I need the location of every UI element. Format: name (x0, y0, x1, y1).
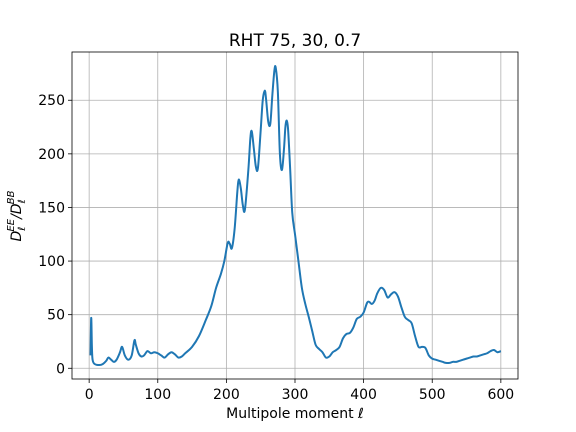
y-tick-label: 50 (47, 308, 65, 324)
y-axis-label-sub2: ℓ (17, 199, 28, 203)
y-axis-ticks: 0 50 100 150 200 250 (38, 93, 72, 377)
y-axis-label: DℓEE/DℓBB (6, 190, 28, 241)
y-tick-label: 200 (38, 147, 65, 163)
y-tick-label: 0 (56, 361, 65, 377)
x-tick-label: 200 (213, 387, 240, 403)
x-tick-label: 600 (487, 387, 514, 403)
y-axis-label-sub1: ℓ (17, 227, 28, 231)
x-tick-label: 100 (144, 387, 171, 403)
x-axis-ticks: 0 100 200 300 400 500 600 (85, 379, 515, 403)
y-tick-label: 250 (38, 93, 65, 109)
x-tick-label: 0 (85, 387, 94, 403)
series-line (91, 66, 501, 365)
chart-title: RHT 75, 30, 0.7 (229, 31, 361, 51)
x-tick-label: 300 (282, 387, 309, 403)
y-tick-label: 100 (38, 254, 65, 270)
x-tick-label: 400 (350, 387, 377, 403)
grid-lines (72, 52, 518, 379)
y-axis-label-sep: /D (9, 203, 25, 221)
x-axis-label: Multipole moment ℓ (226, 406, 364, 422)
x-tick-label: 500 (419, 387, 446, 403)
y-axis-label-sup2: BB (6, 190, 17, 204)
y-axis-label-sup1: EE (6, 218, 17, 231)
y-tick-label: 150 (38, 200, 65, 216)
